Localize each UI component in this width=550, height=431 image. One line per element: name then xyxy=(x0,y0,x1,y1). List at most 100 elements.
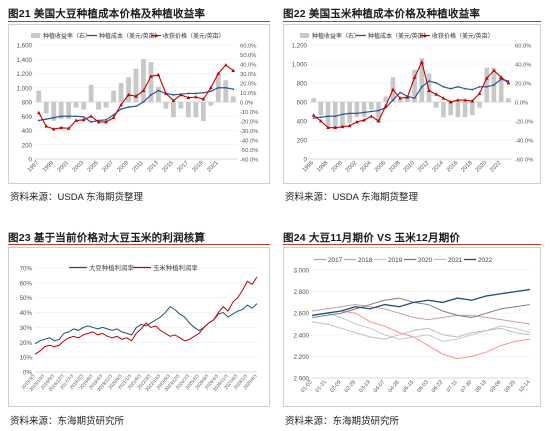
left-axis-tick: 1,200 xyxy=(292,43,308,50)
return-bar xyxy=(484,67,490,102)
price-point xyxy=(231,68,236,73)
price-point xyxy=(96,119,101,124)
x-axis-tick: 04-26 xyxy=(387,379,400,393)
x-axis-tick: 2010 xyxy=(403,160,416,173)
return-bar xyxy=(354,102,360,118)
price-point xyxy=(362,118,366,122)
x-axis-tick: 2009 xyxy=(117,160,130,173)
return-bar xyxy=(43,102,49,114)
left-axis-tick: 800 xyxy=(297,81,308,88)
x-axis-tick: 2001 xyxy=(57,160,70,173)
x-axis-tick: 01-21 xyxy=(315,379,328,393)
x-axis-tick: 2004 xyxy=(359,160,373,174)
cost-point xyxy=(37,119,40,122)
return-bar xyxy=(133,68,139,102)
cost-point xyxy=(224,86,227,89)
figure-23-source: 资料来源：东海期货研究所 xyxy=(10,416,125,427)
left-axis-tick: 200 xyxy=(22,142,33,149)
left-axis-tick: 600 xyxy=(297,100,308,107)
legend-label: 种植成本（美元/英亩） xyxy=(368,32,430,40)
price-point xyxy=(448,100,453,104)
y-axis-tick: 70% xyxy=(20,266,33,273)
price-point xyxy=(104,119,108,124)
right-axis-tick: 60.0% xyxy=(515,43,531,49)
price-point xyxy=(506,81,511,85)
series-line-2021 xyxy=(311,321,531,340)
return-bar xyxy=(200,102,206,121)
cost-point xyxy=(319,116,322,119)
price-point xyxy=(119,102,123,107)
x-axis-tick: 2021 xyxy=(206,160,219,173)
return-bar xyxy=(369,102,374,110)
price-point xyxy=(319,119,323,123)
figure-22-source: 资料来源：USDA 东海期货整理 xyxy=(285,192,419,203)
x-axis-tick: 09-25 xyxy=(504,379,517,393)
price-point xyxy=(311,113,316,117)
legend-label: 种植收益率（右） xyxy=(43,32,91,40)
price-point xyxy=(398,96,402,100)
y-axis-tick: 60% xyxy=(20,280,33,287)
cost-point xyxy=(442,85,445,88)
price-point xyxy=(463,98,467,102)
left-axis-tick: 1,600 xyxy=(17,43,33,50)
cost-point xyxy=(150,93,152,96)
figure-23-panel: 图23 基于当前价格对大豆玉米的利润核算 0% 10% 20% 30% 40% 50% 60… xyxy=(0,222,275,431)
x-axis-tick: 2011 xyxy=(132,160,145,173)
cost-point xyxy=(341,113,344,116)
price-point xyxy=(66,126,71,130)
price-line xyxy=(313,60,509,129)
price-point xyxy=(347,123,352,128)
y-axis-tick: 40% xyxy=(20,310,33,317)
legend-label: 玉米种植利润率 xyxy=(153,263,198,272)
series-line-2017 xyxy=(311,304,531,325)
return-bar xyxy=(208,102,214,106)
return-bar xyxy=(412,69,417,102)
legend-swatch xyxy=(31,33,40,38)
x-axis-tick: 2015 xyxy=(161,160,174,173)
price-point xyxy=(441,96,446,100)
figure-22-title-rule xyxy=(283,21,541,22)
price-point xyxy=(81,117,86,122)
x-axis-tick: 06-22 xyxy=(431,379,444,393)
y-axis-tick: 50% xyxy=(20,295,33,302)
cost-point xyxy=(202,91,205,94)
legend-label: 收获价格（美元/英亩） xyxy=(432,32,494,40)
price-point xyxy=(405,95,410,99)
return-bar xyxy=(311,98,316,102)
cost-point xyxy=(377,109,380,112)
price-point xyxy=(223,62,228,67)
return-bar xyxy=(462,102,468,118)
cost-point xyxy=(392,99,394,101)
cost-point xyxy=(142,101,145,103)
right-axis-tick: 40.0% xyxy=(240,62,256,68)
return-bar xyxy=(361,102,367,118)
cost-point xyxy=(112,113,115,116)
x-axis-tick: 02-09 xyxy=(329,379,342,393)
return-bar xyxy=(325,102,331,127)
right-axis-tick: 30.0% xyxy=(240,72,256,78)
cost-point xyxy=(399,91,402,94)
left-axis-tick: 0 xyxy=(29,157,33,164)
return-bar xyxy=(193,102,199,118)
return-bar xyxy=(405,96,410,102)
x-axis-tick: 07-11 xyxy=(446,379,459,393)
return-bar xyxy=(448,102,453,116)
cost-point xyxy=(500,78,503,81)
cost-point xyxy=(75,115,78,118)
x-axis-tick: 2019 xyxy=(191,160,204,173)
cost-line xyxy=(313,78,509,119)
x-axis-tick: 10-14 xyxy=(518,379,531,393)
cost-point xyxy=(209,90,212,93)
price-point xyxy=(209,85,213,90)
price-point xyxy=(126,92,131,97)
price-point xyxy=(201,97,206,101)
x-axis-tick: 2007 xyxy=(102,160,115,173)
price-point xyxy=(171,98,176,102)
return-bar xyxy=(126,77,131,102)
return-bar xyxy=(477,102,482,108)
return-bar xyxy=(506,98,511,102)
y-axis-tick: 2.000 xyxy=(294,376,310,383)
return-bar xyxy=(58,102,64,120)
cost-point xyxy=(334,115,337,118)
return-bar xyxy=(111,90,116,102)
